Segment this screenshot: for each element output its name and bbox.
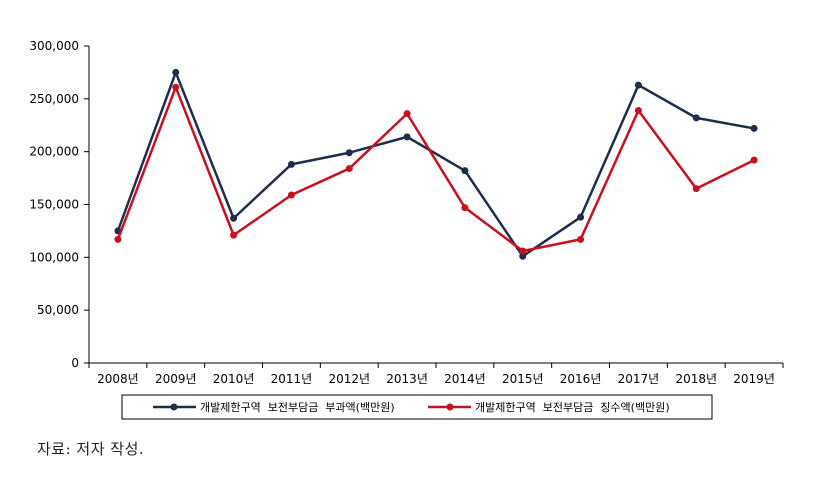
data-point [172, 83, 180, 91]
data-point [461, 167, 469, 175]
data-point [172, 68, 180, 76]
x-tick-label: 2009년 [155, 372, 197, 386]
series-1 [114, 68, 758, 260]
y-tick-label: 150,000 [29, 198, 79, 212]
legend: 개발제한구역 보전부담금 부과액(백만원) 개발제한구역 보전부담금 징수액(백… [121, 394, 713, 420]
data-point [403, 110, 411, 118]
x-tick-label: 2010년 [213, 372, 255, 386]
x-axis-ticks: 2008년 2009년 2010년 2011년 2012년 2013년 2014년 2015년… [88, 363, 784, 386]
data-point [461, 204, 469, 212]
data-point [634, 81, 642, 89]
data-point [519, 247, 527, 255]
data-point [345, 149, 353, 157]
data-point [230, 231, 238, 239]
y-tick-label: 250,000 [29, 92, 79, 106]
series-line [116, 85, 755, 253]
y-tick-label: 200,000 [29, 145, 79, 159]
axes [88, 46, 783, 364]
x-tick-label: 2019년 [733, 372, 775, 386]
x-tick-label: 2008년 [97, 372, 139, 386]
data-point [519, 252, 527, 260]
data-point [750, 124, 758, 132]
source-note: 자료: 저자 작성. [37, 440, 145, 458]
x-tick-label: 2011년 [271, 372, 313, 386]
x-tick-label: 2013년 [386, 372, 428, 386]
data-point [692, 185, 700, 193]
series-2 [114, 83, 758, 255]
data-point [345, 165, 353, 173]
legend-label-series-1: 개발제한구역 보전부담금 부과액(백만원) [200, 401, 395, 414]
legend-label-series-2: 개발제한구역 보전부담금 징수액(백만원) [475, 401, 670, 414]
data-point [750, 156, 758, 164]
y-tick-label: 300,000 [29, 39, 79, 53]
x-tick-label: 2017년 [618, 372, 660, 386]
legend-marker-series-1 [170, 403, 178, 411]
data-point [403, 133, 411, 141]
data-point [692, 114, 700, 122]
y-axis-ticks: 0 50,000 100,000 150,000 200,000 250,000 300,0… [29, 39, 89, 370]
x-tick-label: 2015년 [502, 372, 544, 386]
data-point [577, 235, 585, 243]
data-point [114, 235, 122, 243]
data-point [634, 106, 642, 114]
data-point [287, 191, 295, 199]
x-tick-label: 2016년 [560, 372, 602, 386]
x-tick-label: 2014년 [444, 372, 486, 386]
data-point [577, 213, 585, 221]
series-group [114, 68, 758, 260]
data-point [287, 160, 295, 168]
series-line [116, 71, 755, 258]
legend-box [121, 394, 713, 420]
y-tick-label: 50,000 [37, 303, 79, 317]
legend-marker-series-2 [446, 403, 454, 411]
x-tick-label: 2018년 [675, 372, 717, 386]
y-tick-label: 0 [71, 356, 79, 370]
y-tick-label: 100,000 [29, 250, 79, 264]
data-point [230, 214, 238, 222]
line-chart: 0 50,000 100,000 150,000 200,000 250,000 300,0… [29, 39, 784, 420]
x-tick-label: 2012년 [328, 372, 370, 386]
